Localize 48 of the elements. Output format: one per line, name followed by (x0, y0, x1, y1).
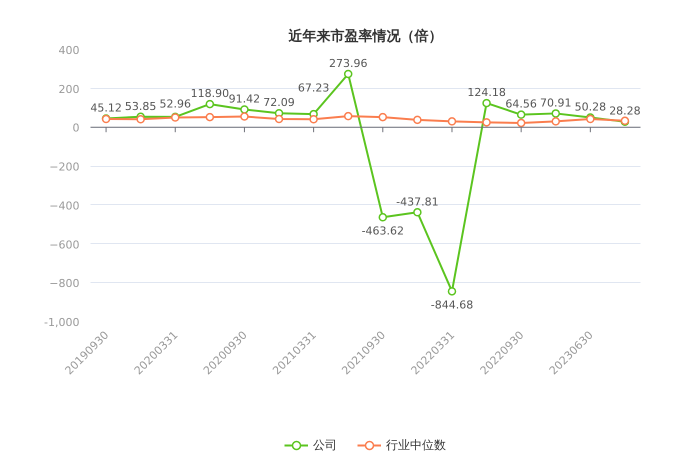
data-label: 118.90 (190, 87, 230, 100)
y-tick-label: −600 (49, 238, 80, 252)
point (274, 114, 284, 124)
y-tick-label: 0 (72, 122, 80, 135)
point (378, 112, 388, 122)
data-label: -463.62 (362, 224, 404, 238)
data-label: 91.42 (228, 92, 260, 106)
data-label: 45.12 (90, 101, 122, 114)
point (240, 105, 249, 114)
point (413, 208, 422, 217)
data-label: -844.68 (430, 298, 474, 312)
y-tick-label: 200 (58, 82, 80, 96)
point (413, 116, 422, 124)
point (482, 98, 491, 108)
legend-label: 公司 (313, 436, 337, 454)
data-label: -437.81 (396, 195, 439, 208)
point (516, 110, 526, 119)
point (448, 287, 456, 296)
data-label: 28.28 (609, 104, 641, 118)
point (240, 112, 249, 121)
data-label: 52.96 (160, 98, 192, 111)
data-label: 53.85 (124, 100, 156, 113)
data-label: 50.28 (574, 100, 606, 114)
data-label: 124.18 (467, 86, 506, 100)
data-label: 70.91 (540, 96, 572, 110)
point (448, 117, 456, 126)
point (136, 115, 145, 124)
point (482, 118, 491, 127)
point (344, 70, 352, 78)
y-tick-label: 400 (58, 44, 80, 57)
data-label: 64.56 (505, 98, 537, 111)
chart-title: 近年来市盈率情况（倍） (288, 28, 442, 44)
point (516, 118, 526, 128)
data-label: 72.09 (263, 96, 295, 110)
point (206, 112, 214, 122)
point (344, 112, 352, 120)
point (552, 117, 560, 126)
point (378, 213, 388, 222)
legend-label: 行业中位数 (386, 436, 446, 454)
y-tick-label: −200 (49, 160, 80, 174)
y-tick-label: −800 (49, 277, 80, 290)
data-label: 273.96 (328, 56, 368, 70)
y-tick-label: −400 (49, 199, 80, 212)
y-tick-label: -1,000 (44, 316, 80, 329)
point (552, 109, 560, 118)
point (206, 100, 214, 108)
point (309, 115, 318, 124)
data-label: 67.23 (298, 81, 330, 94)
